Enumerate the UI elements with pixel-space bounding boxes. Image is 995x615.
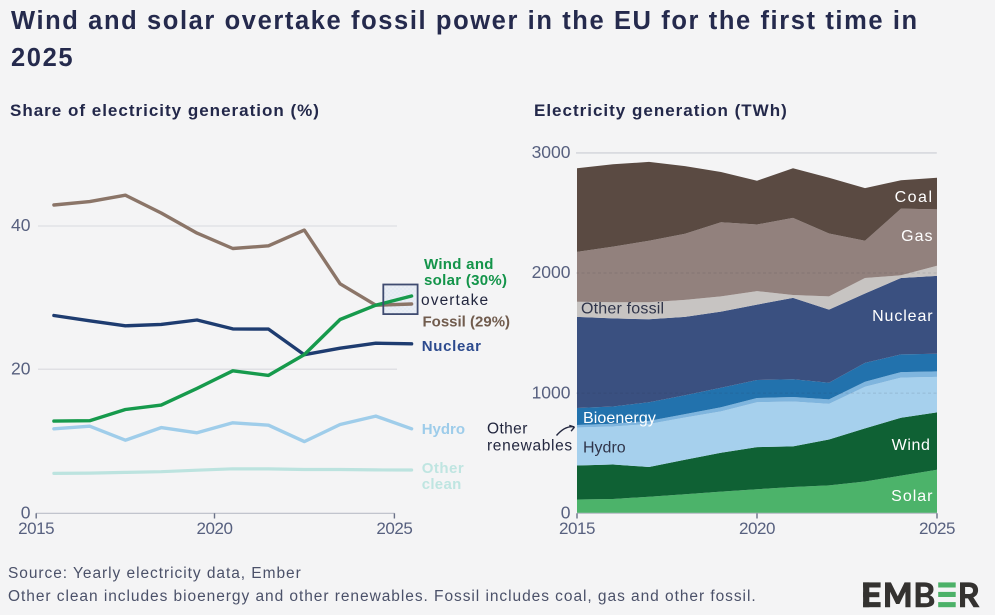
svg-text:Other: Other <box>422 460 465 477</box>
svg-text:2015: 2015 <box>559 519 595 538</box>
svg-text:Bioenergy: Bioenergy <box>583 410 656 427</box>
svg-text:0: 0 <box>21 503 31 523</box>
svg-text:20: 20 <box>11 358 31 378</box>
svg-text:Wind and: Wind and <box>424 256 494 273</box>
svg-text:solar (30%): solar (30%) <box>424 272 507 289</box>
svg-text:1000: 1000 <box>532 382 571 402</box>
svg-text:Hydro: Hydro <box>583 439 626 456</box>
svg-text:Gas: Gas <box>901 228 933 245</box>
svg-text:Fossil (29%): Fossil (29%) <box>423 313 511 330</box>
svg-text:Other fossil: Other fossil <box>581 300 664 317</box>
svg-text:Solar: Solar <box>891 488 933 505</box>
svg-text:overtake: overtake <box>421 292 489 309</box>
svg-text:2020: 2020 <box>196 519 232 538</box>
svg-text:2025: 2025 <box>376 519 412 538</box>
svg-text:3000: 3000 <box>532 142 571 162</box>
svg-text:2020: 2020 <box>739 519 775 538</box>
svg-text:2000: 2000 <box>532 262 571 282</box>
svg-text:2025: 2025 <box>919 519 955 538</box>
svg-text:2015: 2015 <box>18 519 54 538</box>
svg-text:40: 40 <box>11 215 31 235</box>
svg-text:Nuclear: Nuclear <box>872 308 933 325</box>
svg-text:0: 0 <box>561 503 571 523</box>
svg-text:Coal: Coal <box>895 189 934 206</box>
svg-text:Other: Other <box>487 421 528 438</box>
svg-text:Hydro: Hydro <box>422 421 465 438</box>
svg-text:Nuclear: Nuclear <box>422 338 482 355</box>
svg-text:renewables: renewables <box>487 438 573 455</box>
svg-text:Wind: Wind <box>892 437 931 454</box>
svg-text:clean: clean <box>422 476 462 493</box>
